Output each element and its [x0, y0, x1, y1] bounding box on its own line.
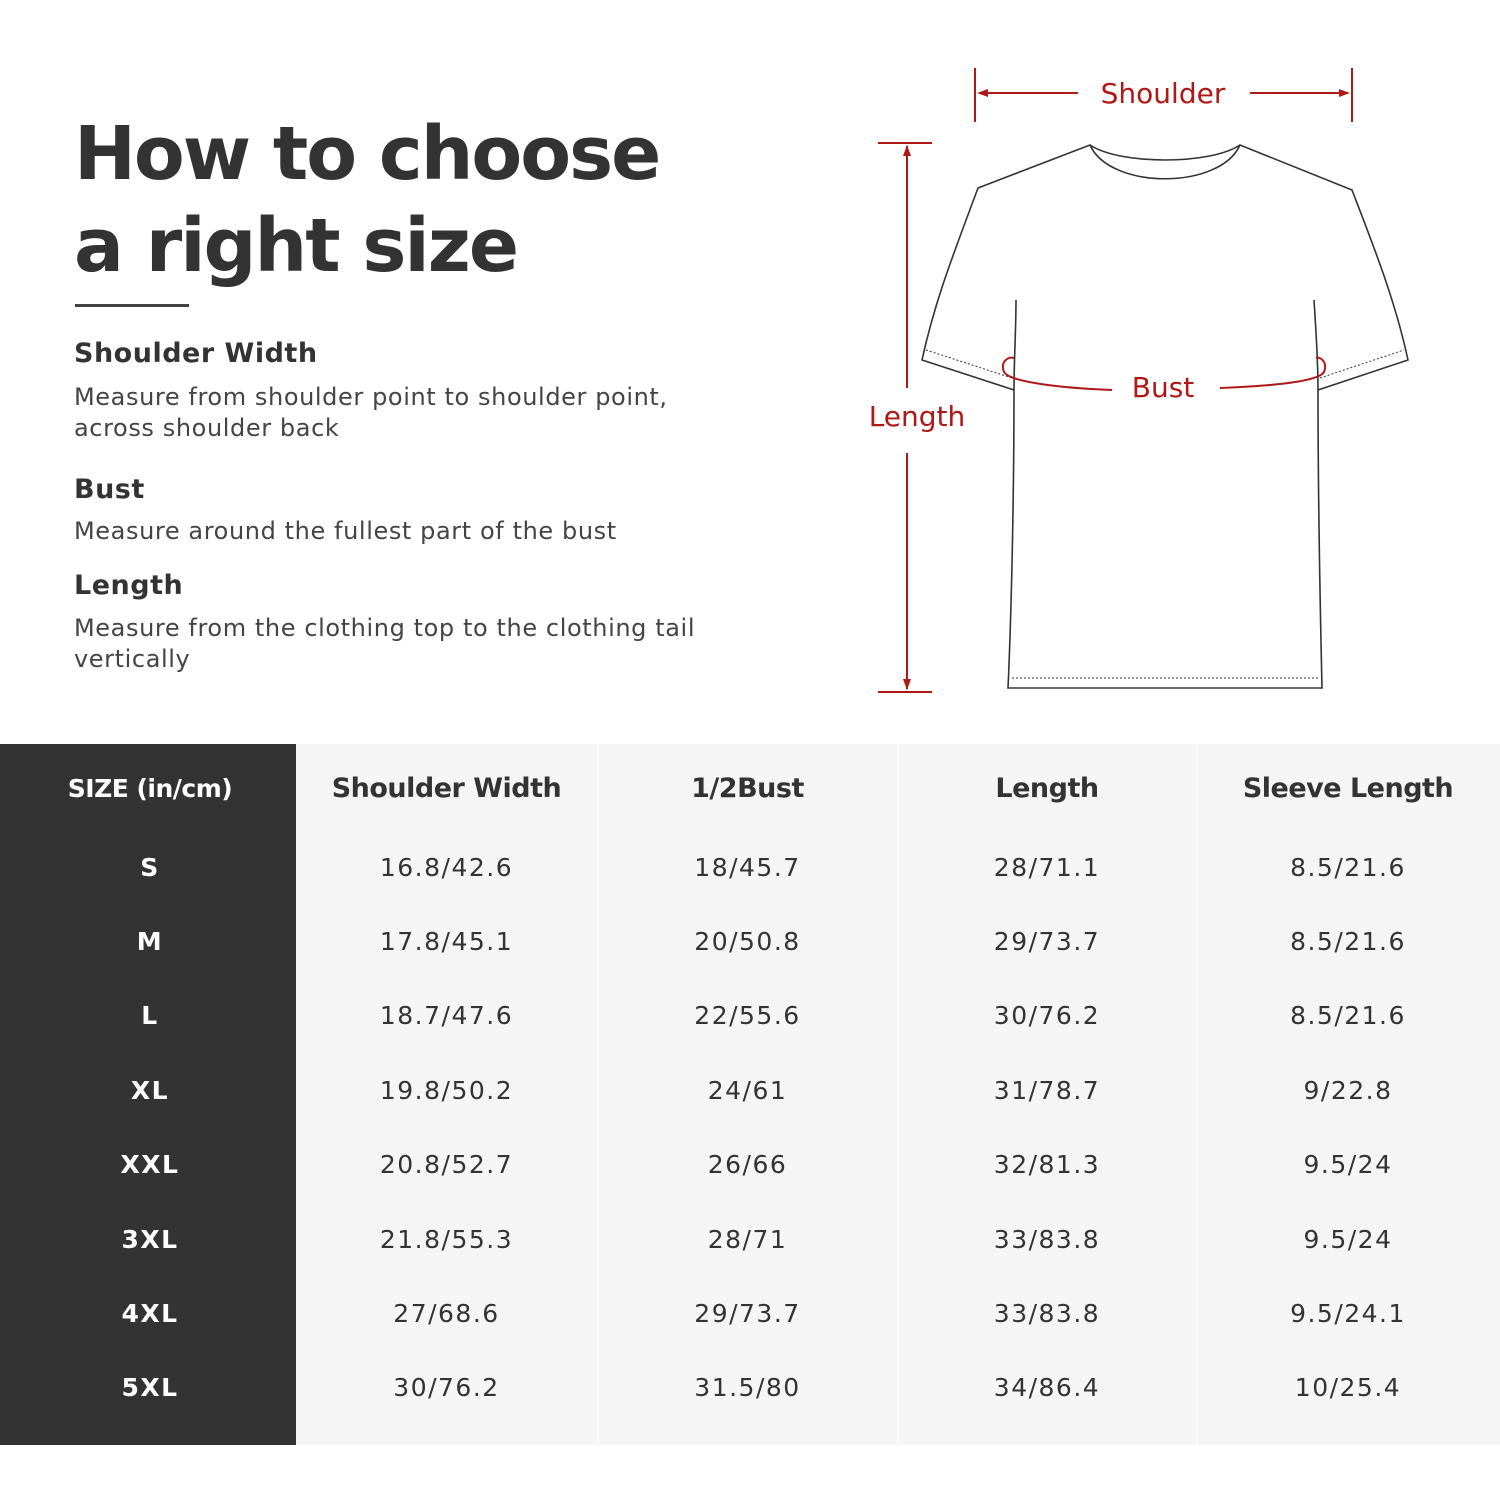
cell-size: 5XL	[121, 1373, 179, 1403]
cell-sleeve-length: 8.5/21.6	[1290, 926, 1406, 956]
tshirt-diagram: Shoulder Bust Length	[869, 68, 1409, 693]
header-size: SIZE (in/cm)	[67, 773, 233, 803]
cell-length: 29/73.7	[993, 926, 1101, 956]
header-sleeve-length: Sleeve Length	[1242, 772, 1454, 804]
length-label: Length	[869, 400, 966, 433]
cell-size: S	[140, 852, 160, 882]
cell-shoulder-width: 16.8/42.6	[379, 852, 514, 882]
cell-sleeve-length: 9.5/24.1	[1290, 1298, 1406, 1328]
guide-length-title: Length	[74, 570, 184, 601]
cell-sleeve-length: 9.5/24	[1303, 1150, 1393, 1180]
cell-sleeve-length: 8.5/21.6	[1290, 852, 1406, 882]
cell-length: 33/83.8	[993, 1224, 1101, 1254]
guide-shoulder-title: Shoulder Width	[74, 338, 318, 369]
page-title: How to choose a right size	[74, 108, 661, 292]
header-length: Length	[995, 772, 1099, 804]
cell-half-bust: 20/50.8	[694, 926, 801, 956]
cell-sleeve-length: 9.5/24	[1303, 1224, 1393, 1254]
title-line-2: a right size	[74, 203, 519, 289]
size-column-background	[0, 744, 296, 1445]
guide-bust-title: Bust	[74, 474, 145, 505]
cell-size: 3XL	[121, 1224, 179, 1254]
cell-half-bust: 26/66	[707, 1150, 788, 1180]
cell-size: L	[141, 1001, 159, 1031]
size-table: SIZE (in/cm) Shoulder Width 1/2Bust Length S…	[0, 744, 1500, 1445]
cell-shoulder-width: 27/68.6	[393, 1298, 500, 1328]
cell-half-bust: 24/61	[707, 1075, 788, 1105]
cell-sleeve-length: 9/22.8	[1303, 1075, 1393, 1105]
cell-length: 30/76.2	[993, 1001, 1101, 1031]
column-divider	[1196, 744, 1198, 1445]
cell-shoulder-width: 19.8/50.2	[379, 1075, 514, 1105]
guide-length-text: Measure from the clothing top to the clo…	[74, 614, 696, 673]
cell-shoulder-width: 18.7/47.6	[379, 1001, 514, 1031]
cell-shoulder-width: 20.8/52.7	[379, 1150, 514, 1180]
guide-bust-text: Measure around the fullest part of the b…	[74, 517, 617, 545]
cell-sleeve-length: 8.5/21.6	[1290, 1001, 1406, 1031]
column-divider	[597, 744, 599, 1445]
cell-size: 4XL	[121, 1298, 179, 1328]
tshirt-outline	[921, 144, 1409, 689]
bust-line-left	[1002, 356, 1113, 391]
cell-half-bust: 28/71	[707, 1224, 788, 1254]
guide-shoulder-text: Measure from shoulder point to shoulder …	[74, 383, 668, 442]
cell-length: 33/83.8	[993, 1298, 1101, 1328]
cell-length: 31/78.7	[993, 1075, 1101, 1105]
bust-line-right	[1219, 356, 1326, 389]
cell-shoulder-width: 17.8/45.1	[379, 926, 514, 956]
header-shoulder-width: Shoulder Width	[331, 772, 562, 804]
cell-half-bust: 31.5/80	[694, 1373, 801, 1403]
shoulder-label: Shoulder	[1101, 77, 1226, 110]
cell-length: 34/86.4	[993, 1373, 1101, 1403]
cell-size: XL	[130, 1075, 170, 1105]
cell-length: 28/71.1	[993, 852, 1101, 882]
title-divider	[75, 304, 189, 307]
cell-sleeve-length: 10/25.4	[1294, 1373, 1402, 1403]
title-line-1: How to choose	[74, 111, 661, 197]
cell-half-bust: 22/55.6	[694, 1001, 801, 1031]
cell-shoulder-width: 30/76.2	[393, 1373, 500, 1403]
cell-size: XXL	[120, 1150, 180, 1180]
cell-half-bust: 18/45.7	[694, 852, 801, 882]
bust-label: Bust	[1132, 371, 1195, 404]
cell-half-bust: 29/73.7	[694, 1298, 801, 1328]
column-divider	[897, 744, 899, 1445]
cell-size: M	[136, 926, 164, 956]
header-half-bust: 1/2Bust	[691, 772, 804, 804]
cell-length: 32/81.3	[993, 1150, 1101, 1180]
cell-shoulder-width: 21.8/55.3	[379, 1224, 514, 1254]
